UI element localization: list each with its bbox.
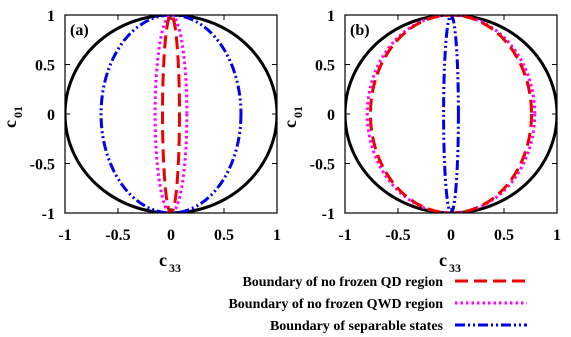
x-tick-label: -1: [338, 227, 351, 244]
panel-label: (b): [350, 22, 370, 39]
legend: Boundary of no frozen QD region Boundary …: [228, 275, 527, 334]
plot-area: [345, 15, 557, 213]
x-tick-label: 0.5: [214, 227, 234, 244]
y-tick-label: -0.5: [310, 157, 335, 174]
y-tick-label: 1: [47, 8, 55, 25]
curve-separable: [442, 15, 460, 213]
y-axis-label-subscript: 01: [11, 106, 25, 118]
curve-unit-circle: [345, 15, 557, 213]
x-tick-label: -0.5: [105, 227, 130, 244]
x-axis-label-subscript: 33: [449, 261, 461, 275]
x-axis-label-main: c: [159, 250, 167, 270]
x-axis-label: c 33: [159, 250, 181, 275]
x-tick-label: 1: [553, 227, 561, 244]
y-tick-label: -1: [322, 206, 335, 223]
y-tick-label: -0.5: [30, 157, 55, 174]
x-tick-label: 0: [447, 227, 455, 244]
x-tick-label: -1: [58, 227, 71, 244]
y-tick-label: 0.5: [35, 58, 55, 75]
plot-area: [65, 15, 277, 213]
x-axis-label: c 33: [439, 250, 461, 275]
y-tick-label: 1: [327, 8, 335, 25]
y-tick-label: -1: [42, 206, 55, 223]
curve-no-frozen-qd: [161, 15, 181, 213]
y-tick-label: 0: [327, 107, 335, 124]
legend-label: Boundary of no frozen QWD region: [228, 297, 443, 312]
y-axis-label: c 01: [0, 106, 25, 128]
y-tick-label: 0.5: [315, 58, 335, 75]
legend-item: Boundary of no frozen QD region: [242, 275, 527, 290]
y-axis-label: c 01: [280, 106, 305, 128]
x-tick-label: -0.5: [385, 227, 410, 244]
y-axis-label-main: c: [0, 120, 20, 128]
curve-no-frozen-qwd: [153, 15, 189, 213]
y-axis-label-subscript: 01: [291, 106, 305, 118]
legend-label: Boundary of separable states: [270, 319, 444, 334]
curve-no-frozen-qd: [368, 15, 534, 213]
panel-label: (a): [70, 22, 89, 39]
x-axis-label-subscript: 33: [169, 261, 181, 275]
y-axis-label-main: c: [280, 120, 300, 128]
curve-separable: [99, 15, 243, 213]
x-tick-label: 1: [273, 227, 281, 244]
y-tick-label: 0: [47, 107, 55, 124]
curve-no-frozen-qwd: [365, 15, 537, 213]
x-tick-label: 0: [167, 227, 175, 244]
curve-unit-circle: [65, 15, 277, 213]
x-tick-label: 0.5: [494, 227, 514, 244]
legend-label: Boundary of no frozen QD region: [242, 275, 443, 290]
legend-item: Boundary of no frozen QWD region: [228, 297, 527, 312]
x-axis-label-main: c: [439, 250, 447, 270]
legend-item: Boundary of separable states: [270, 319, 527, 334]
